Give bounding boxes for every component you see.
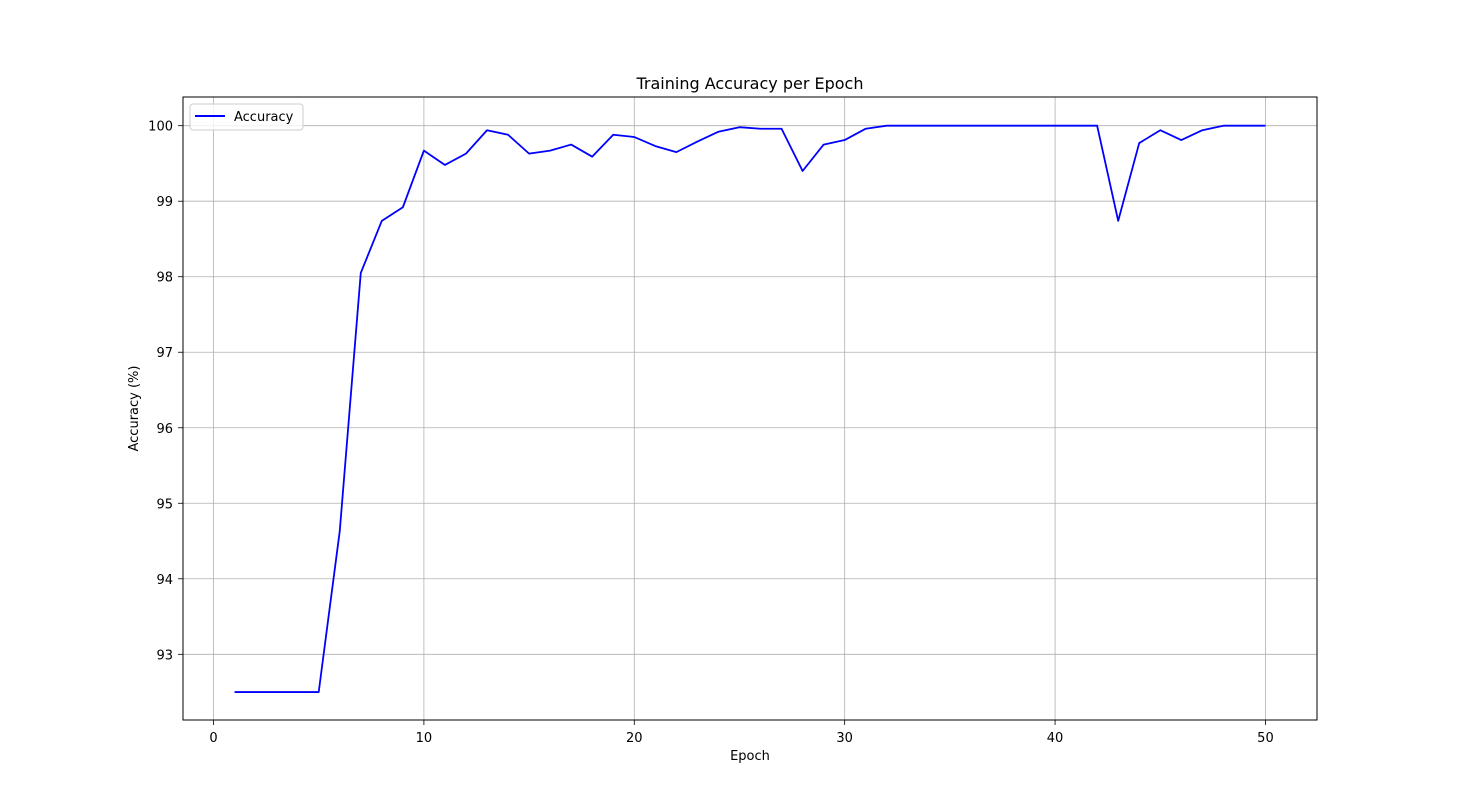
x-tick-label: 50 — [1257, 731, 1274, 746]
legend-label-accuracy: Accuracy — [234, 110, 294, 125]
y-axis-ticks: 93 94 95 96 97 98 99 100 — [148, 120, 183, 663]
x-tick-label: 10 — [416, 731, 433, 746]
series-line-accuracy — [234, 124, 1266, 693]
legend-box — [189, 103, 304, 131]
y-tick-label: 100 — [148, 120, 173, 135]
x-tick-label: 30 — [836, 731, 853, 746]
plot-frame — [182, 96, 1318, 721]
x-axis-ticks: 0 10 20 30 40 50 — [209, 720, 1274, 746]
y-tick-label: 95 — [156, 497, 173, 512]
y-axis-title: Accuracy (%) — [127, 366, 142, 452]
grid — [183, 97, 1317, 720]
x-tick-label: 0 — [209, 731, 217, 746]
chart-title: Training Accuracy per Epoch — [635, 74, 863, 93]
y-tick-label: 96 — [156, 422, 173, 437]
y-tick-label: 98 — [156, 271, 173, 286]
y-tick-label: 93 — [156, 648, 173, 663]
y-tick-label: 94 — [156, 573, 173, 588]
legend: Accuracy — [189, 103, 304, 131]
x-axis-title: Epoch — [730, 749, 770, 764]
x-tick-label: 20 — [626, 731, 643, 746]
x-tick-label: 40 — [1047, 731, 1064, 746]
y-tick-label: 97 — [156, 346, 173, 361]
series-layer — [234, 124, 1266, 693]
y-tick-label: 99 — [156, 195, 173, 210]
